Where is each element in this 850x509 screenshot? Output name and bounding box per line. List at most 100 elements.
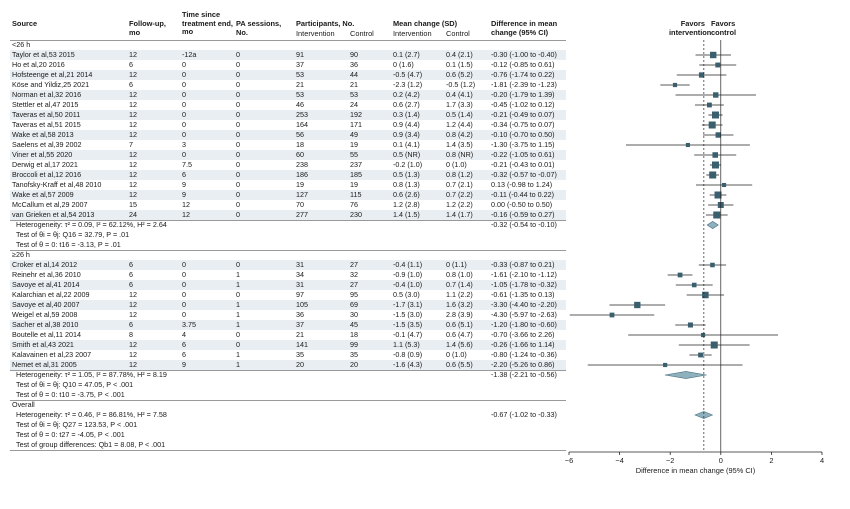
cell-mc_ctl: 0.1 (1.5)	[446, 60, 473, 69]
cell-ci_text: -1.20 (-1.80 to -0.60)	[491, 320, 557, 329]
cell-source: Derwig et al,17 2021	[12, 160, 78, 169]
x-tick-label: −4	[615, 456, 623, 465]
cell-source: Hofsteenge et al,21 2014	[12, 70, 93, 79]
cell-n_int: 105	[296, 300, 308, 309]
cell-n_int: 141	[296, 340, 308, 349]
cell-time: 7.5	[182, 160, 192, 169]
cell-ci_text: -0.34 (-0.75 to 0.07)	[491, 120, 555, 129]
heterogeneity-text: Heterogeneity: τ² = 0.09, I² = 62.12%, H…	[16, 220, 167, 229]
cell-ci_text: -0.32 (-0.57 to -0.07)	[491, 170, 557, 179]
x-tick-label: 0	[719, 456, 723, 465]
cell-ci_text: -1.61 (-2.10 to -1.12)	[491, 270, 557, 279]
cell-pa: 0	[236, 260, 240, 269]
cell-pa: 0	[236, 110, 240, 119]
study-marker	[714, 191, 722, 199]
cell-mc_ctl: 1.4 (5.6)	[446, 340, 473, 349]
cell-followup: 12	[129, 50, 137, 59]
cell-ci_text: -0.10 (-0.70 to 0.50)	[491, 130, 555, 139]
cell-source: Taveras et al,50 2011	[12, 110, 81, 119]
cell-mc_int: -0.8 (0.9)	[393, 350, 423, 359]
study-marker	[722, 182, 727, 188]
cell-n_ctl: 171	[350, 120, 362, 129]
cell-ci_text: 0.13 (-0.98 to 1.24)	[491, 180, 553, 189]
row-band	[10, 190, 566, 200]
cell-mc_int: 0.6 (2.7)	[393, 100, 420, 109]
cell-time: 0	[182, 80, 186, 89]
cell-n_ctl: 44	[350, 70, 358, 79]
cell-ci_text: -3.30 (-4.40 to -2.20)	[491, 300, 557, 309]
cell-source: Saelens et al,39 2002	[12, 140, 82, 149]
cell-n_ctl: 30	[350, 310, 358, 319]
cell-ci_text: -0.61 (-1.35 to 0.13)	[491, 290, 555, 299]
cell-pa: 0	[236, 90, 240, 99]
study-marker	[715, 62, 721, 68]
cell-pa: 0	[236, 190, 240, 199]
study-marker	[663, 362, 668, 368]
cell-mc_int: 0.5 (NR)	[393, 150, 421, 159]
cell-n_int: 70	[296, 200, 304, 209]
study-marker	[698, 352, 703, 358]
cell-mc_int: -0.5 (4.7)	[393, 70, 423, 79]
overall-diamond	[694, 411, 714, 419]
row-band	[10, 110, 566, 120]
cell-mc_ctl: 1.2 (2.2)	[446, 200, 473, 209]
cell-source: Weigel et al,59 2008	[12, 310, 78, 319]
cell-followup: 12	[129, 360, 137, 369]
cell-n_ctl: 69	[350, 300, 358, 309]
cell-ci_text: -0.21 (-0.49 to 0.07)	[491, 110, 555, 119]
study-marker	[609, 312, 615, 318]
cell-time: 0	[182, 300, 186, 309]
cell-source: Tanofsky-Kraff et al,48 2010	[12, 180, 102, 189]
cell-ci_text: -0.16 (-0.59 to 0.27)	[491, 210, 555, 219]
cell-pa: 0	[236, 120, 240, 129]
cell-n_int: 37	[296, 320, 304, 329]
row-band	[10, 90, 566, 100]
cell-ci_text: -0.20 (-1.79 to 1.39)	[491, 90, 555, 99]
cell-n_int: 31	[296, 280, 304, 289]
cell-mc_int: 0.9 (3.4)	[393, 130, 420, 139]
cell-n_int: 31	[296, 260, 304, 269]
group-differences-text: Test of group differences: Qb1 = 8.08, P…	[16, 440, 166, 449]
overall-test-equal: Test of θi = θj: Q27 = 123.53, P < .001	[16, 420, 138, 429]
cell-time: 0	[182, 90, 186, 99]
cell-mc_ctl: 0.8 (1.0)	[446, 270, 473, 279]
cell-mc_ctl: 1.4 (1.7)	[446, 210, 473, 219]
cell-n_int: 97	[296, 290, 304, 299]
cell-followup: 12	[129, 300, 137, 309]
cell-followup: 12	[129, 150, 137, 159]
row-divider	[10, 250, 566, 251]
cell-pa: 0	[236, 160, 240, 169]
cell-followup: 6	[129, 60, 133, 69]
cell-followup: 12	[129, 290, 137, 299]
cell-time: 0	[182, 280, 186, 289]
cell-n_int: 34	[296, 270, 304, 279]
cell-ci_text: -1.81 (-2.39 to -1.23)	[491, 80, 557, 89]
cell-source: Taveras et al,51 2015	[12, 120, 81, 129]
favors-control-label: Favors control	[711, 19, 737, 37]
cell-pa: 1	[236, 350, 240, 359]
cell-mc_ctl: 0.7 (2.1)	[446, 180, 473, 189]
study-marker	[677, 272, 683, 278]
cell-mc_int: -0.1 (4.7)	[393, 330, 423, 339]
cell-followup: 12	[129, 90, 137, 99]
header-mean-intervention: Intervention	[393, 29, 432, 38]
cell-time: 3	[182, 140, 186, 149]
cell-n_int: 60	[296, 150, 304, 159]
cell-source: Kalarchian et al,22 2009	[12, 290, 90, 299]
cell-source: Köse and Yildiz,25 2021	[12, 80, 90, 89]
cell-mc_ctl: 0 (1.1)	[446, 260, 467, 269]
cell-mc_ctl: 0.7 (1.4)	[446, 280, 473, 289]
cell-n_ctl: 20	[350, 360, 358, 369]
cell-n_ctl: 27	[350, 260, 358, 269]
cell-ci_text: -0.70 (-3.66 to 2.26)	[491, 330, 555, 339]
cell-time: 12	[182, 200, 190, 209]
pooled-ci-text: -1.38 (-2.21 to -0.56)	[491, 370, 557, 379]
cell-mc_ctl: 0.6 (4.7)	[446, 330, 473, 339]
cell-followup: 6	[129, 80, 133, 89]
cell-mc_int: 0 (1.6)	[393, 60, 414, 69]
cell-n_ctl: 115	[350, 190, 362, 199]
cell-ci_text: -0.80 (-1.24 to -0.36)	[491, 350, 557, 359]
cell-time: 0	[182, 310, 186, 319]
cell-time: 9	[182, 180, 186, 189]
header-difference: Difference in mean change (95% CI)	[491, 19, 558, 37]
